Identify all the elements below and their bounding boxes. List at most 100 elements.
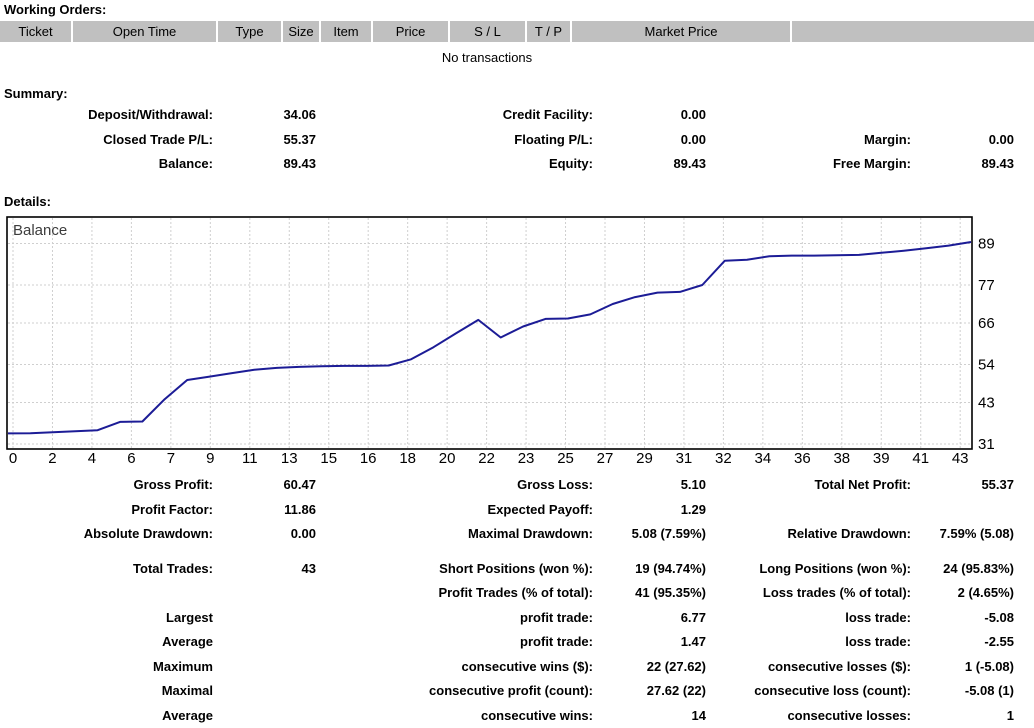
stat-value: -5.08 (1) — [911, 679, 1014, 704]
stat-label: consecutive loss (count): — [706, 679, 911, 704]
stat-value: 5.10 — [593, 473, 706, 498]
stat-label: consecutive wins: — [316, 704, 593, 728]
stat-value: 43 — [213, 557, 316, 582]
stat-label: Expected Payoff: — [316, 498, 593, 523]
stat-label: Credit Facility: — [316, 103, 593, 128]
x-axis-tick-label: 31 — [676, 450, 693, 467]
stat-label: Closed Trade P/L: — [0, 128, 213, 153]
stat-label: Deposit/Withdrawal: — [0, 103, 213, 128]
stat-value: -5.08 — [911, 606, 1014, 631]
no-transactions-message: No transactions — [0, 50, 974, 66]
stat-label — [0, 581, 213, 606]
stat-label: Balance: — [0, 152, 213, 177]
stat-value — [213, 704, 316, 728]
y-axis-tick-label: 43 — [978, 395, 995, 412]
stat-label: Average — [0, 704, 213, 728]
stat-value — [213, 679, 316, 704]
y-axis-tick-label: 31 — [978, 436, 995, 453]
y-axis-tick-label: 89 — [978, 236, 995, 253]
stat-label: profit trade: — [316, 606, 593, 631]
stat-value: 0.00 — [213, 522, 316, 547]
working-orders-title: Working Orders: — [0, 0, 1034, 21]
x-axis-tick-label: 22 — [478, 450, 495, 467]
stat-value — [213, 655, 316, 680]
column-header-item: Item — [321, 21, 371, 42]
x-axis-tick-label: 43 — [952, 450, 969, 467]
stat-label: Long Positions (won %): — [706, 557, 911, 582]
stat-value: 7.59% (5.08) — [911, 522, 1014, 547]
column-header-open-time: Open Time — [73, 21, 216, 42]
x-axis-tick-label: 9 — [206, 450, 214, 467]
stat-value — [213, 630, 316, 655]
stat-label — [706, 103, 911, 128]
stat-value: 41 (95.35%) — [593, 581, 706, 606]
x-axis-tick-label: 18 — [399, 450, 416, 467]
stat-label: Floating P/L: — [316, 128, 593, 153]
x-axis-tick-label: 20 — [439, 450, 456, 467]
stat-label — [706, 498, 911, 523]
stat-value: 14 — [593, 704, 706, 728]
column-header-t-p: T / P — [527, 21, 570, 42]
stat-value: 34.06 — [213, 103, 316, 128]
stat-value: -2.55 — [911, 630, 1014, 655]
stat-value: 60.47 — [213, 473, 316, 498]
column-header-price: Price — [373, 21, 448, 42]
stat-value: 0.00 — [911, 128, 1014, 153]
y-axis-tick-label: 77 — [978, 277, 995, 294]
stat-value: 11.86 — [213, 498, 316, 523]
column-header-type: Type — [218, 21, 281, 42]
stat-label: Average — [0, 630, 213, 655]
stat-label: Loss trades (% of total): — [706, 581, 911, 606]
x-axis-tick-label: 11 — [242, 450, 258, 467]
stat-value: 1.29 — [593, 498, 706, 523]
x-axis-tick-label: 13 — [281, 450, 298, 467]
x-axis-tick-label: 41 — [912, 450, 929, 467]
stat-value: 55.37 — [911, 473, 1014, 498]
stat-value: 5.08 (7.59%) — [593, 522, 706, 547]
stat-value: 89.43 — [911, 152, 1014, 177]
stat-label: consecutive losses: — [706, 704, 911, 728]
stat-label: Gross Profit: — [0, 473, 213, 498]
x-axis-tick-label: 23 — [518, 450, 535, 467]
x-axis-tick-label: 34 — [755, 450, 772, 467]
column-header-blank — [792, 21, 1034, 42]
stat-label: Equity: — [316, 152, 593, 177]
stat-label: Total Trades: — [0, 557, 213, 582]
x-axis-tick-label: 27 — [597, 450, 614, 467]
stat-label: loss trade: — [706, 606, 911, 631]
column-header-ticket: Ticket — [0, 21, 71, 42]
x-axis-tick-label: 2 — [48, 450, 56, 467]
stat-value: 0.00 — [593, 103, 706, 128]
x-axis-tick-label: 29 — [636, 450, 653, 467]
x-axis-tick-label: 6 — [127, 450, 135, 467]
chart-series-label: Balance — [13, 222, 67, 239]
x-axis-tick-label: 36 — [794, 450, 811, 467]
x-axis-tick-label: 0 — [9, 450, 17, 467]
x-axis-tick-label: 16 — [360, 450, 377, 467]
stat-value: 1 (-5.08) — [911, 655, 1014, 680]
group-spacer — [0, 547, 1034, 557]
stat-label: Maximum — [0, 655, 213, 680]
stat-label: loss trade: — [706, 630, 911, 655]
stat-value: 89.43 — [593, 152, 706, 177]
stat-label: Largest — [0, 606, 213, 631]
balance-line — [8, 242, 971, 433]
stat-value: 55.37 — [213, 128, 316, 153]
stat-label: consecutive losses ($): — [706, 655, 911, 680]
stat-value — [911, 498, 1014, 523]
chart-border — [7, 217, 972, 449]
